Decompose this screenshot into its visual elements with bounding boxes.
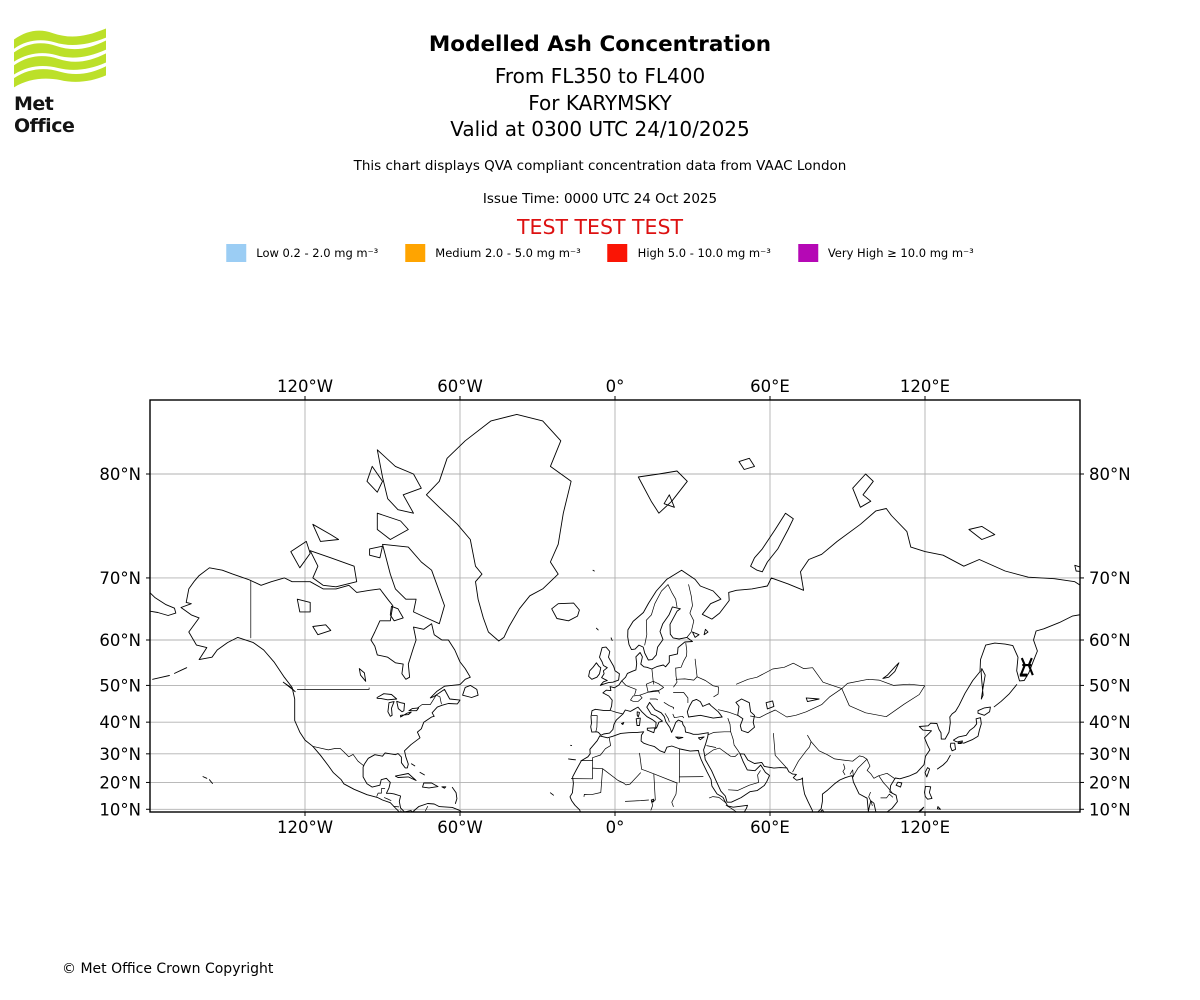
flight-level-line: From FL350 to FL400 [494, 64, 706, 88]
legend-item-high: High 5.0 - 10.0 mg m⁻³ [607, 244, 771, 262]
lat-tick-label-right: 40°N [1089, 713, 1131, 732]
lon-tick-label-bottom: 60°E [750, 818, 790, 837]
lat-tick-label-right: 60°N [1089, 631, 1131, 650]
lat-tick-label-right: 80°N [1089, 465, 1131, 484]
lat-tick-label-left: 60°N [99, 631, 141, 650]
lat-tick-label-left: 40°N [99, 713, 141, 732]
met-office-logo-text: Met Office [14, 93, 75, 137]
very-high-label: Very High ≥ 10.0 mg m⁻³ [827, 246, 974, 260]
met-office-logo-waves [14, 28, 106, 88]
lon-tick-label-top: 120°E [900, 377, 950, 396]
legend-item-very-high: Very High ≥ 10.0 mg m⁻³ [797, 244, 974, 262]
lon-tick-label-top: 60°E [750, 377, 790, 396]
graticule [150, 400, 1080, 812]
lat-tick-label-left: 30°N [99, 745, 141, 764]
copyright-footer: © Met Office Crown Copyright [62, 961, 274, 977]
page-title: Modelled Ash Concentration [428, 32, 772, 57]
country-borders [250, 579, 926, 812]
lat-tick-label-right: 30°N [1089, 745, 1131, 764]
lon-tick-label-bottom: 120°E [900, 818, 950, 837]
lon-tick-label-bottom: 60°W [437, 818, 483, 837]
lon-tick-label-top: 120°W [277, 377, 333, 396]
lon-tick-label-bottom: 0° [606, 818, 625, 837]
high-label: High 5.0 - 10.0 mg m⁻³ [637, 246, 771, 260]
medium-swatch [405, 244, 426, 262]
qva-note: This chart displays QVA compliant concen… [353, 158, 847, 174]
header-subtitles: From FL350 to FL400 For KARYMSKY Valid a… [0, 63, 1200, 143]
axis-labels: 120°W 120°W 60°W 60°W 0° 0° 60°E 60°E 120°E 120°E… [99, 377, 1130, 837]
lat-tick-label-right: 50°N [1089, 676, 1131, 695]
lat-tick-label-right: 10°N [1089, 800, 1131, 819]
lat-tick-label-left: 70°N [99, 569, 141, 588]
lat-tick-label-left: 50°N [99, 676, 141, 695]
coastlines [150, 413, 1080, 812]
legend-item-low: Low 0.2 - 2.0 mg m⁻³ [226, 244, 378, 262]
lat-tick-label-left: 80°N [99, 465, 141, 484]
volcano-marker [1019, 657, 1034, 677]
lat-tick-label-left: 20°N [99, 773, 141, 792]
lat-tick-label-right: 70°N [1089, 569, 1131, 588]
legend-item-medium: Medium 2.0 - 5.0 mg m⁻³ [405, 244, 581, 262]
test-banner: TEST TEST TEST [516, 215, 684, 239]
very-high-swatch [797, 244, 818, 262]
medium-label: Medium 2.0 - 5.0 mg m⁻³ [435, 246, 581, 260]
lon-tick-label-bottom: 120°W [277, 818, 333, 837]
concentration-legend: Low 0.2 - 2.0 mg m⁻³ Medium 2.0 - 5.0 mg… [226, 244, 974, 262]
lat-tick-label-left: 10°N [99, 800, 141, 819]
lat-tick-label-right: 20°N [1089, 773, 1131, 792]
met-office-logo: Met Office [14, 26, 114, 137]
volcano-line: For KARYMSKY [528, 90, 672, 115]
lon-tick-label-top: 60°W [437, 377, 483, 396]
high-swatch [607, 244, 628, 262]
map-frame [149, 399, 1081, 813]
lon-tick-label-top: 0° [606, 377, 625, 396]
valid-time-line: Valid at 0300 UTC 24/10/2025 [450, 117, 750, 141]
issue-time: Issue Time: 0000 UTC 24 Oct 2025 [482, 191, 718, 207]
low-swatch [226, 244, 247, 262]
low-label: Low 0.2 - 2.0 mg m⁻³ [256, 246, 379, 260]
